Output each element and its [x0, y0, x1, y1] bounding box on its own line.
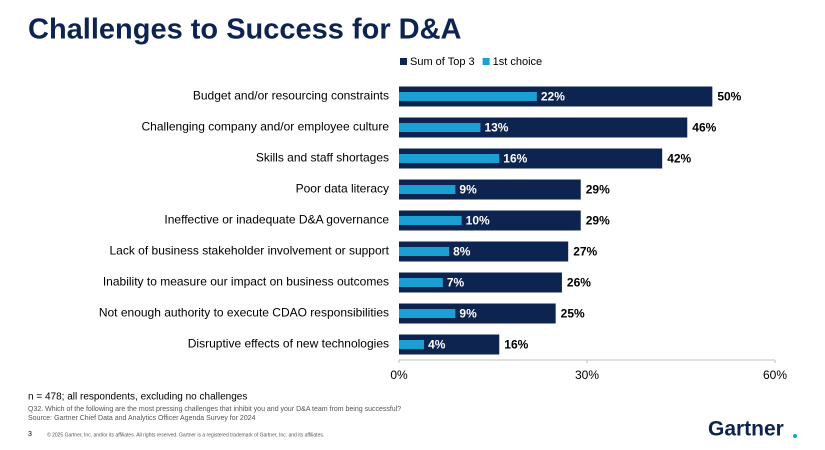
- category-label: Inability to measure our impact on busin…: [103, 275, 389, 289]
- bar: [399, 334, 500, 355]
- legend-label: Sum of Top 3: [410, 56, 475, 68]
- bar: [399, 185, 456, 194]
- legend-label: 1st choice: [493, 56, 543, 68]
- x-tick-label: 30%: [575, 368, 599, 382]
- bar: [399, 86, 713, 107]
- data-label: 4%: [428, 338, 446, 352]
- chart-title: Challenges to Success for D&A: [28, 14, 462, 46]
- bar: [399, 247, 450, 256]
- category-label: Budget and/or resourcing constraints: [193, 89, 389, 103]
- data-label: 29%: [586, 214, 610, 228]
- bar: [399, 117, 688, 138]
- legend-swatch: [482, 58, 490, 65]
- category-label: Poor data literacy: [296, 182, 389, 196]
- bar: [399, 303, 556, 324]
- bar: [399, 340, 425, 349]
- category-label: Lack of business stakeholder involvement…: [110, 244, 390, 258]
- data-label: 26%: [567, 276, 591, 290]
- data-label: 7%: [447, 276, 465, 290]
- legend-swatch: [400, 58, 407, 65]
- category-label: Skills and staff shortages: [256, 151, 389, 165]
- bar: [399, 179, 581, 200]
- data-label: 22%: [541, 90, 565, 104]
- bar: [399, 272, 562, 293]
- category-label: Not enough authority to execute CDAO res…: [99, 306, 389, 320]
- data-label: 16%: [504, 338, 528, 352]
- data-label: 10%: [466, 214, 490, 228]
- data-label: 9%: [459, 183, 477, 197]
- bar: [399, 210, 581, 231]
- category-label: Challenging company and/or employee cult…: [142, 120, 390, 134]
- bar: [399, 154, 500, 163]
- data-label: 25%: [561, 307, 585, 321]
- bar: [399, 216, 462, 225]
- data-label: 16%: [503, 152, 527, 166]
- data-label: 46%: [692, 121, 716, 135]
- category-label: Disruptive effects of new technologies: [188, 337, 389, 351]
- bar: [399, 123, 481, 132]
- bar: [399, 92, 537, 101]
- data-label: 13%: [484, 121, 508, 135]
- logo: Gartner: [708, 418, 784, 441]
- data-label: 42%: [667, 152, 691, 166]
- bar: [399, 148, 663, 169]
- x-tick-label: 60%: [763, 368, 787, 382]
- data-label: 50%: [717, 90, 741, 104]
- copyright: © 2025 Gartner, Inc. and/or its affiliat…: [47, 431, 324, 438]
- data-label: 8%: [453, 245, 471, 259]
- bar: [399, 309, 456, 318]
- x-tick-label: 0%: [390, 368, 408, 382]
- data-label: 29%: [586, 183, 610, 197]
- question: Q32. Which of the following are the most…: [28, 406, 401, 413]
- logo-dot: [793, 434, 797, 438]
- data-label: 9%: [459, 307, 477, 321]
- bar: [399, 278, 443, 287]
- data-label: 27%: [573, 245, 597, 259]
- bar: [399, 241, 569, 262]
- note: n = 478; all respondents, excluding no c…: [28, 392, 247, 403]
- source: Source: Gartner Chief Data and Analytics…: [28, 415, 256, 422]
- category-label: Ineffective or inadequate D&A governance: [164, 213, 389, 227]
- page-number: 3: [28, 431, 32, 438]
